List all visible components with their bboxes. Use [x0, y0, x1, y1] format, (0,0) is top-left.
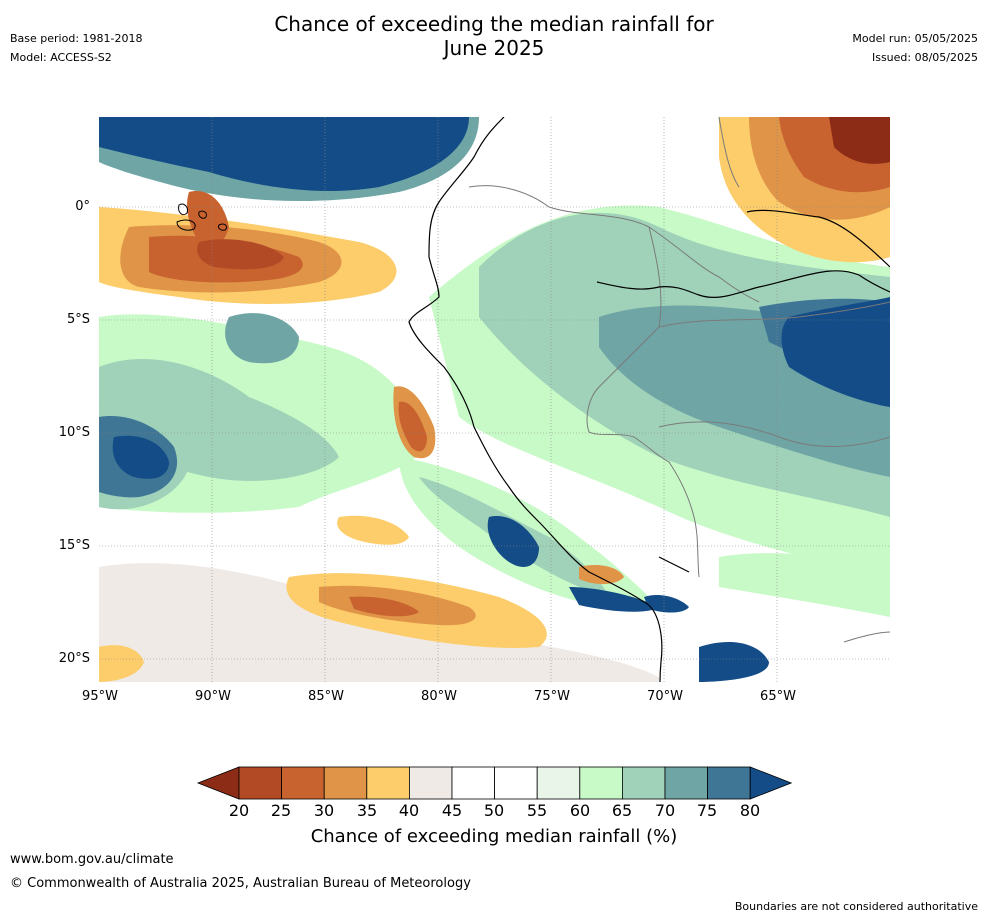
- model-run: Model run: 05/05/2025: [852, 32, 978, 45]
- lon-tick: 90°W: [195, 689, 231, 704]
- colorbar-label: 45: [441, 801, 463, 820]
- region-above-80: [569, 587, 659, 612]
- colorbar-label: 35: [356, 801, 378, 820]
- colorbar-label: 75: [696, 801, 718, 820]
- country-borders: [468, 117, 890, 643]
- region-60-65: [719, 553, 890, 617]
- lon-tick: 85°W: [308, 689, 344, 704]
- colorbar-label: 80: [739, 801, 761, 820]
- title-line-2: June 2025: [443, 36, 545, 60]
- region-above-80: [699, 642, 769, 682]
- base-period: Base period: 1981-2018: [10, 32, 143, 45]
- colorbar-swatch: [621, 766, 666, 800]
- disclaimer-text: Boundaries are not considered authoritat…: [734, 900, 978, 913]
- colorbar-swatches: [196, 766, 793, 800]
- colorbar-extend-low: [196, 766, 240, 800]
- rainfall-map: [99, 117, 890, 682]
- region-20-25: [197, 239, 284, 270]
- lon-tick: 95°W: [82, 689, 118, 704]
- region-35-40: [99, 645, 144, 682]
- colorbar-swatch: [536, 766, 581, 800]
- colorbar-label: 65: [611, 801, 633, 820]
- region-35-40: [337, 515, 409, 545]
- colorbar-swatch: [238, 766, 282, 800]
- colorbar-swatch: [579, 766, 623, 800]
- lat-tick: 0°: [75, 199, 90, 214]
- region-70-75: [225, 313, 299, 364]
- region-30-35: [579, 565, 624, 585]
- lon-tick: 80°W: [421, 689, 457, 704]
- colorbar-swatch: [494, 766, 538, 800]
- colorbar-swatch: [408, 766, 453, 800]
- lat-tick: 5°S: [66, 312, 90, 327]
- map-title: Chance of exceeding the median rainfall …: [0, 12, 988, 60]
- colorbar-swatch: [323, 766, 368, 800]
- region-above-80: [99, 117, 469, 192]
- galapagos-islands: [176, 203, 228, 231]
- colorbar-extend-high: [749, 766, 793, 800]
- colorbar-label: 25: [270, 801, 292, 820]
- colorbar-swatch: [366, 766, 410, 800]
- lat-tick: 20°S: [58, 651, 90, 666]
- colorbar-label: 20: [228, 801, 250, 820]
- colorbar-title: Chance of exceeding median rainfall (%): [310, 826, 678, 847]
- title-line-1: Chance of exceeding the median rainfall …: [274, 12, 714, 36]
- colorbar-label: 40: [398, 801, 420, 820]
- graticule: [99, 117, 890, 682]
- colorbar-swatch: [664, 766, 708, 800]
- colorbar-label: 60: [569, 801, 591, 820]
- colorbar-swatch: [451, 766, 495, 800]
- lon-tick: 70°W: [647, 689, 683, 704]
- colorbar-label: 50: [483, 801, 505, 820]
- website-link[interactable]: www.bom.gov.au/climate: [10, 852, 174, 867]
- model-label: Model: ACCESS-S2: [10, 51, 112, 64]
- colorbar-label: 55: [526, 801, 548, 820]
- lon-tick: 65°W: [760, 689, 796, 704]
- copyright-text: © Commonwealth of Australia 2025, Austra…: [10, 876, 471, 891]
- colorbar-label: 70: [654, 801, 676, 820]
- colorbar: [196, 766, 793, 800]
- region-25-30: [398, 401, 427, 452]
- region-25-30: [349, 596, 419, 617]
- coastline: [408, 117, 890, 682]
- lon-tick: 75°W: [534, 689, 570, 704]
- region-25-30: [187, 191, 229, 247]
- colorbar-label: 30: [313, 801, 335, 820]
- region-above-80: [781, 297, 890, 407]
- colorbar-swatch: [281, 766, 325, 800]
- lat-tick: 10°S: [58, 425, 90, 440]
- region-above-80: [644, 595, 689, 613]
- region-above-80: [487, 516, 539, 567]
- issued-date: Issued: 08/05/2025: [871, 51, 978, 64]
- region-below-20: [829, 117, 890, 164]
- colorbar-swatch: [707, 766, 751, 800]
- lat-tick: 15°S: [58, 538, 90, 553]
- region-above-80: [112, 435, 169, 479]
